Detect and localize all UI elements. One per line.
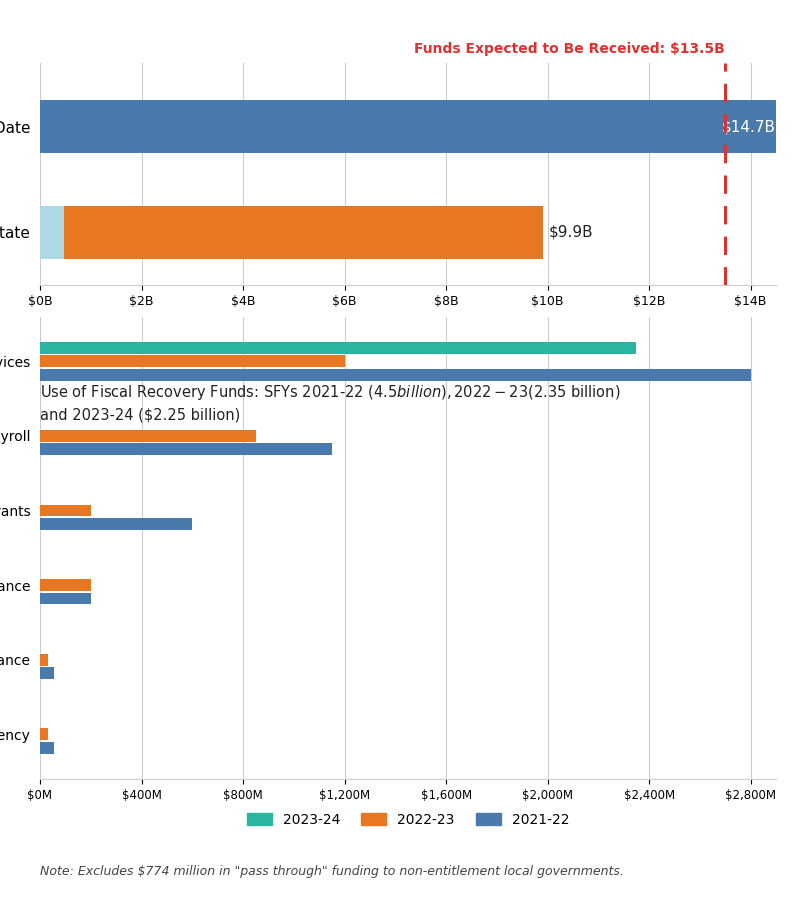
Bar [40, 356, 345, 367]
Bar [40, 580, 90, 591]
Bar [40, 728, 48, 740]
Bar [40, 742, 54, 753]
Text: $14.7B: $14.7B [722, 119, 776, 134]
Bar [40, 653, 48, 666]
Bar [40, 505, 90, 517]
Bar [40, 430, 256, 442]
Bar [40, 100, 786, 153]
Legend: 2023-24, 2022-23, 2021-22: 2023-24, 2022-23, 2021-22 [242, 807, 574, 833]
Bar [40, 592, 90, 605]
Bar [40, 444, 332, 455]
Bar [40, 518, 192, 530]
Bar [40, 667, 54, 679]
Text: Use of Fiscal Recovery Funds: SFYs 2021-22 ($4.5 billion), 2022-23 ($2.35 billio: Use of Fiscal Recovery Funds: SFYs 2021-… [40, 382, 621, 422]
Bar [40, 206, 64, 259]
Bar [64, 206, 542, 259]
Bar [40, 342, 637, 354]
Text: Funds Expected to Be Received: $13.5B: Funds Expected to Be Received: $13.5B [414, 42, 726, 56]
Text: Note: Excludes $774 million in "pass through" funding to non-entitlement local g: Note: Excludes $774 million in "pass thr… [40, 865, 624, 878]
Text: $9.9B: $9.9B [549, 225, 594, 240]
Bar [40, 369, 750, 381]
